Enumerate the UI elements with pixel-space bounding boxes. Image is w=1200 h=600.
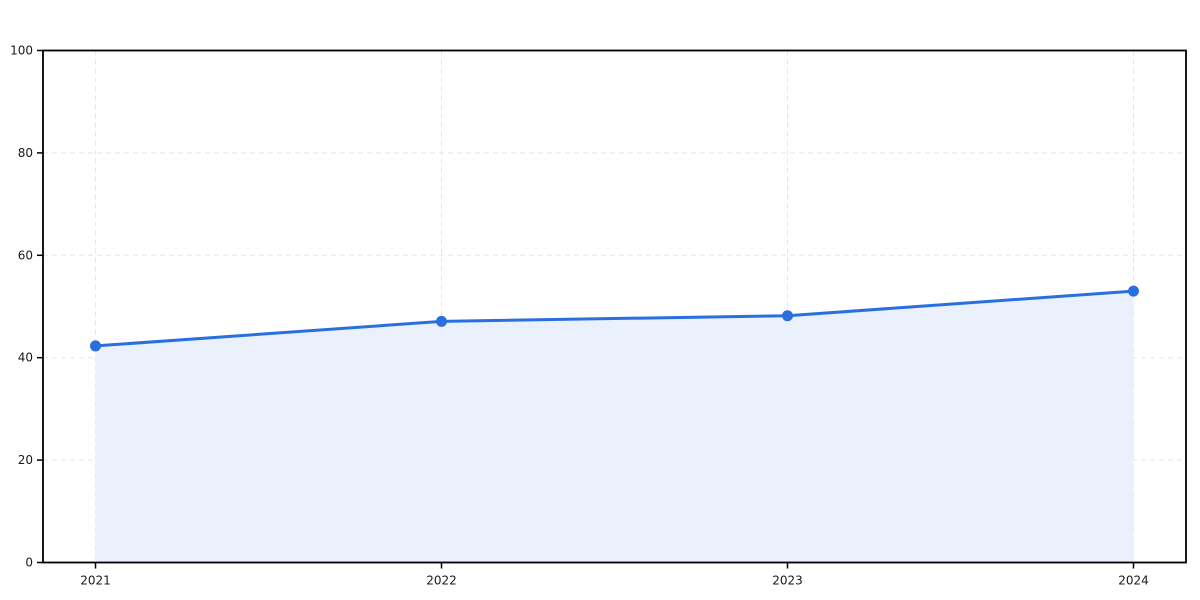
data-point-2021: [90, 340, 101, 352]
plot-border: [42, 49, 1187, 564]
x-tick-label: 2021: [80, 574, 111, 588]
x-tick-label: 2024: [1118, 574, 1149, 588]
y-tick-label: 100: [10, 44, 33, 58]
x-tick-label: 2022: [426, 574, 457, 588]
x-tick-label: 2023: [772, 574, 803, 588]
data-point-2023: [782, 310, 793, 322]
y-tick-label: 0: [25, 556, 33, 570]
data-point-2024: [1128, 285, 1139, 297]
data-point-2022: [436, 315, 447, 327]
area-fill: [95, 291, 1134, 563]
y-tick-label: 20: [18, 453, 33, 467]
y-tick-label: 40: [18, 351, 33, 365]
trend-line: [94, 289, 1135, 348]
y-tick-label: 60: [18, 248, 33, 262]
y-tick-label: 80: [18, 146, 33, 160]
